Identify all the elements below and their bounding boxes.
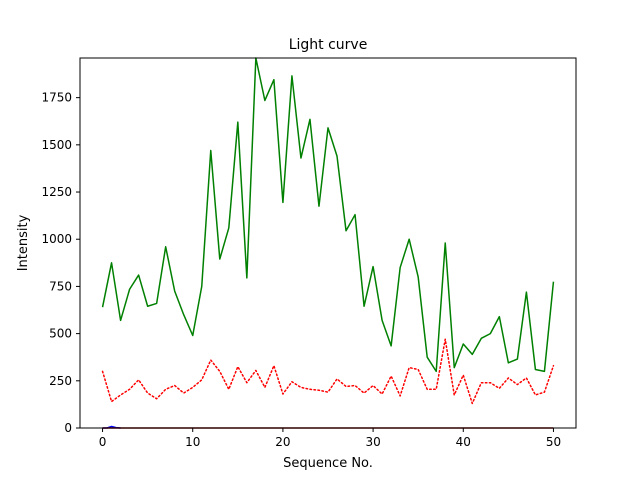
y-axis-label: Intensity [16, 214, 31, 271]
x-tick-label: 30 [365, 435, 380, 449]
x-tick-label: 20 [275, 435, 290, 449]
y-tick-label: 500 [49, 327, 72, 341]
x-tick-label: 0 [99, 435, 107, 449]
x-tick-label: 40 [456, 435, 471, 449]
series-line-1 [101, 57, 555, 373]
x-axis-ticks: 0 10 20 30 40 50 [99, 428, 561, 449]
y-tick-label: 0 [64, 421, 72, 435]
x-tick-label: 50 [546, 435, 561, 449]
x-tick-label: 10 [185, 435, 200, 449]
chart-title: Light curve [289, 37, 368, 53]
y-tick-label: 1250 [41, 185, 72, 199]
axes-frame [79, 57, 577, 429]
y-tick-label: 1750 [41, 91, 72, 105]
y-tick-label: 1500 [41, 138, 72, 152]
y-tick-label: 750 [49, 279, 72, 293]
series-line-2 [101, 338, 555, 405]
y-tick-label: 250 [49, 374, 72, 388]
x-axis-label: Sequence No. [283, 456, 373, 471]
y-tick-label: 1000 [41, 232, 72, 246]
y-axis-ticks: 0 250 500 750 1000 1250 1500 1750 [41, 91, 80, 435]
